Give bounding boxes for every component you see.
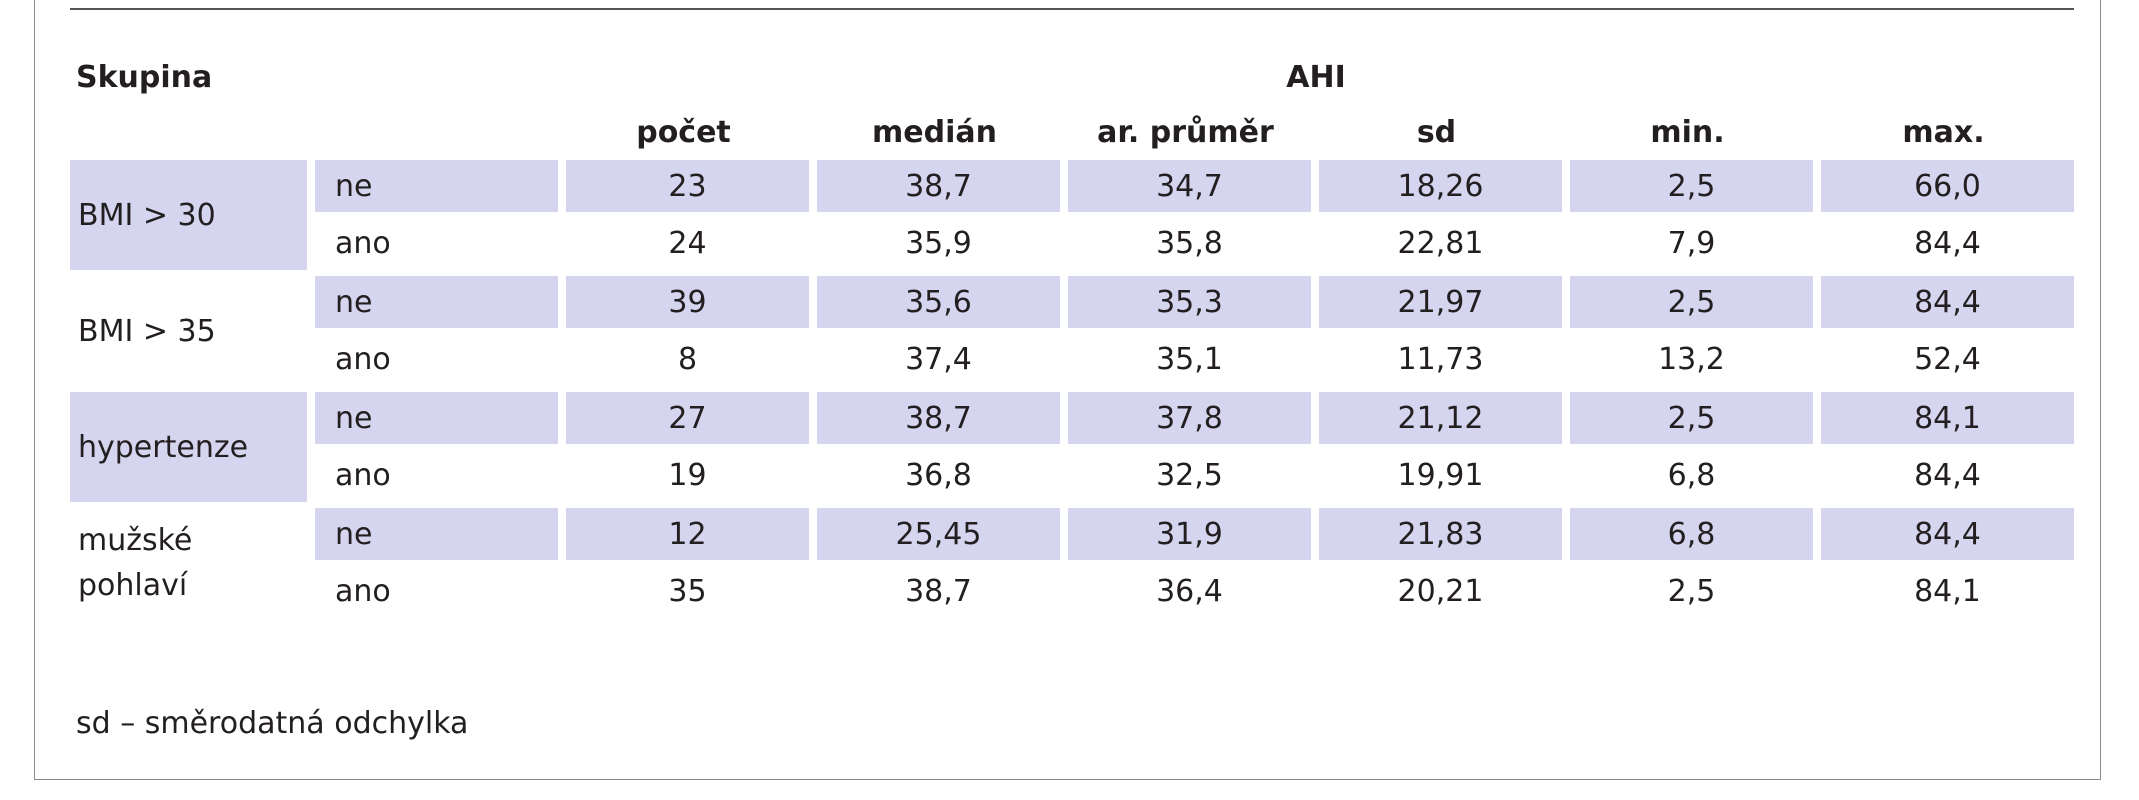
table-cell: 38,7 [817,160,1060,212]
group-column-header: Skupina [76,59,213,95]
table-cell: 2,5 [1570,276,1813,328]
table-cell: 8 [677,341,698,377]
table-cell: 2,5 [1667,573,1716,609]
table-cell: 21,83 [1319,508,1562,560]
table-cell: 35,9 [905,225,972,261]
table-cell: 13,2 [1658,341,1725,377]
column-header-mean: ar. průměr [1097,114,1274,150]
table-cell: 36,8 [905,457,972,493]
table-cell: 37,4 [905,341,972,377]
table-cell: 84,4 [1821,508,2074,560]
table-cell: 52,4 [1914,341,1981,377]
subgroup-label: ne [315,508,558,560]
table-cell: 35 [668,573,707,609]
table-cell: 32,5 [1156,457,1223,493]
column-header-sd: sd [1416,114,1457,150]
table-cell: 35,6 [817,276,1060,328]
table-cell: 84,4 [1821,276,2074,328]
table-cell: 31,9 [1068,508,1311,560]
table-cell: 7,9 [1667,225,1716,261]
table-cell: 2,5 [1570,160,1813,212]
table-cell: 35,1 [1156,341,1223,377]
table-cell: 23 [566,160,809,212]
table-cell: 27 [566,392,809,444]
subgroup-label: ano [335,573,391,609]
subgroup-label: ne [315,276,558,328]
table-cell: 38,7 [817,392,1060,444]
table-cell: 2,5 [1570,392,1813,444]
table-cell: 18,26 [1319,160,1562,212]
table-cell: 84,1 [1821,392,2074,444]
table-cell: 19 [668,457,707,493]
table-cell: 11,73 [1397,341,1484,377]
subgroup-label: ne [315,392,558,444]
subgroup-label: ano [335,457,391,493]
data-table: Skupina AHI počet medián ar. průměr sd m… [70,50,2074,618]
table-cell: 38,7 [905,573,972,609]
group-label: hypertenze [70,392,307,502]
table-cell: 22,81 [1397,225,1484,261]
subgroup-label: ano [335,341,391,377]
group-label: BMI > 30 [70,160,307,270]
table-cell: 34,7 [1068,160,1311,212]
table-cell: 21,97 [1319,276,1562,328]
table-cell: 21,12 [1319,392,1562,444]
column-header-count: počet [636,114,731,150]
table-cell: 84,1 [1914,573,1981,609]
table-cell: 6,8 [1570,508,1813,560]
table-cell: 25,45 [817,508,1060,560]
subgroup-label: ano [335,225,391,261]
table-cell: 12 [566,508,809,560]
footnote: sd – směrodatná odchylka [76,706,469,741]
table-cell: 36,4 [1156,573,1223,609]
table-cell: 19,91 [1397,457,1484,493]
table-frame [34,0,2101,780]
table-cell: 35,3 [1068,276,1311,328]
column-header-min: min. [1650,114,1725,150]
table-cell: 6,8 [1667,457,1716,493]
table-cell: 84,4 [1914,225,1981,261]
table-cell: 24 [668,225,707,261]
table-cell: 84,4 [1914,457,1981,493]
column-header-median: medián [872,114,997,150]
measure-header: AHI [1286,59,1346,95]
subgroup-label: ne [315,160,558,212]
group-label: BMI > 35 [78,313,216,349]
table-cell: 20,21 [1397,573,1484,609]
group-label: mužské pohlaví [78,523,193,603]
table-cell: 37,8 [1068,392,1311,444]
table-cell: 35,8 [1156,225,1223,261]
column-header-max: max. [1902,114,1985,150]
table-cell: 39 [566,276,809,328]
table-cell: 66,0 [1821,160,2074,212]
top-rule [70,8,2074,10]
